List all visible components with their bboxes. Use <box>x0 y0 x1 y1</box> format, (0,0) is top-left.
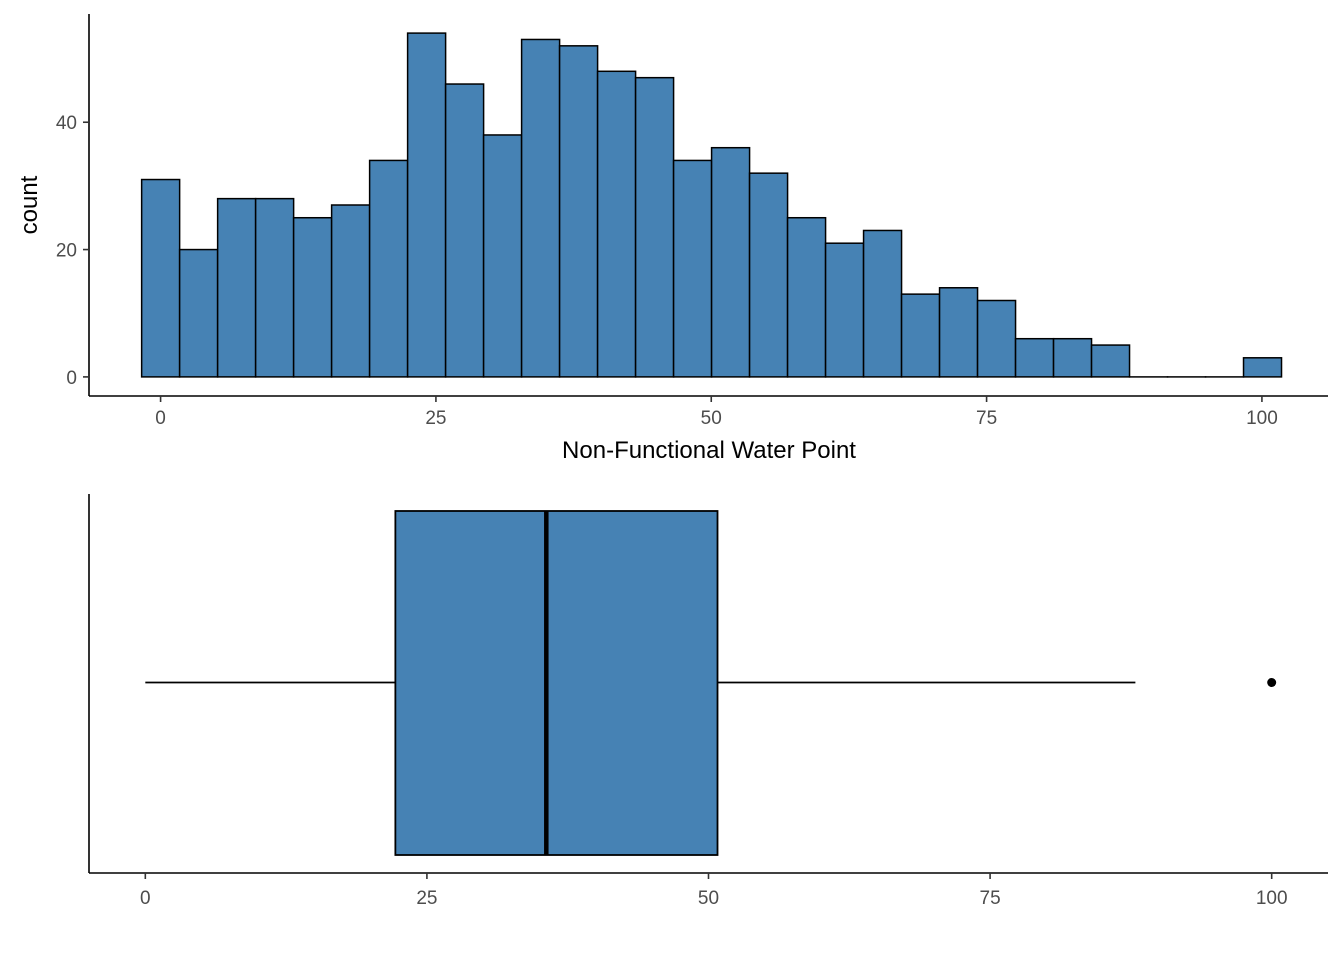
histogram-y-ticks: 0 20 40 <box>56 113 89 389</box>
histogram-y-tick-label: 20 <box>56 241 77 262</box>
histogram-y-tick-label: 40 <box>56 113 77 134</box>
histogram-bar <box>216 197 257 378</box>
histogram-bar <box>406 32 447 378</box>
histogram-bar <box>634 76 675 378</box>
histogram-bar <box>1090 344 1131 378</box>
boxplot-x-tick-label: 75 <box>980 888 1001 909</box>
boxplot-marks <box>145 510 1277 856</box>
histogram-bar <box>976 299 1017 378</box>
histogram-bar <box>140 178 181 378</box>
histogram-bar <box>330 204 371 378</box>
histogram-bar <box>254 197 295 378</box>
histogram-x-tick-label: 50 <box>701 408 722 429</box>
histogram-bar <box>520 38 561 378</box>
histogram-bar <box>938 287 979 378</box>
boxplot-x-tick-label: 100 <box>1256 888 1288 909</box>
boxplot-x-tick-label: 50 <box>698 888 719 909</box>
histogram-bar <box>786 216 827 378</box>
boxplot-x-tick-label: 0 <box>140 888 151 909</box>
histogram-x-axis-title: Non-Functional Water Point <box>562 437 856 464</box>
histogram-bar <box>672 159 713 378</box>
histogram-bar <box>482 134 523 378</box>
histogram-x-ticks: 0 25 50 75 100 <box>155 396 1278 429</box>
histogram-bar <box>862 229 903 378</box>
histogram-bar <box>292 216 333 378</box>
boxplot-panel: 0 25 50 75 100 <box>88 494 1328 909</box>
histogram-bar <box>824 242 865 378</box>
histogram-bar <box>1052 337 1093 378</box>
histogram-bar <box>596 70 637 378</box>
histogram-bar <box>900 293 941 378</box>
boxplot-x-ticks: 0 25 50 75 100 <box>140 873 1288 909</box>
histogram-bars <box>140 32 1283 378</box>
histogram-x-tick-label: 75 <box>976 408 997 429</box>
histogram-bar <box>1242 357 1283 378</box>
histogram-bar <box>178 248 219 378</box>
histogram-bar <box>1014 337 1055 378</box>
boxplot-outlier <box>1267 678 1277 687</box>
histogram-y-axis-title: count <box>16 175 43 234</box>
histogram-bar <box>748 172 789 378</box>
histogram-x-tick-label: 100 <box>1246 408 1278 429</box>
histogram-bar <box>444 83 485 378</box>
histogram-x-tick-label: 25 <box>425 408 446 429</box>
histogram-bar <box>558 45 599 378</box>
histogram-bar <box>710 146 751 378</box>
histogram-y-tick-label: 0 <box>66 368 77 389</box>
histogram-bar <box>368 159 409 378</box>
histogram-x-tick-label: 0 <box>155 408 166 429</box>
boxplot-x-tick-label: 25 <box>416 888 437 909</box>
histogram-panel: 0 20 40 0 25 50 75 100 Non-Functional Water Po… <box>16 14 1328 464</box>
boxplot-box <box>394 510 719 856</box>
